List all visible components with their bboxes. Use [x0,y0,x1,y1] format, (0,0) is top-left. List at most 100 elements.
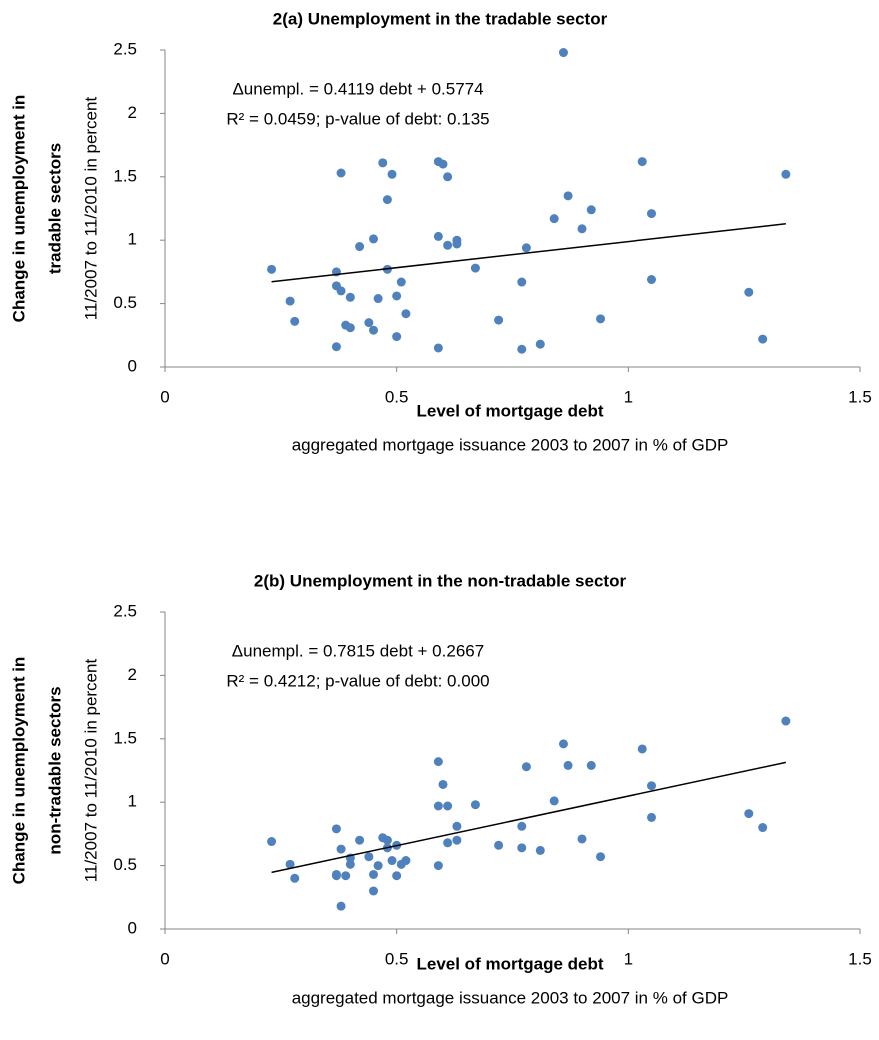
point [470,263,480,273]
y-tick-label: 2.5 [113,39,137,58]
y-axis-title: non-tradable sectors [45,686,64,854]
y-tick-label: 1.5 [113,166,137,185]
x-axis-title: Level of mortgage debt [416,401,603,420]
chart-title: 2(b) Unemployment in the non-tradable se… [254,571,627,590]
x-tick-label: 1 [624,387,633,406]
point [647,781,656,791]
annotation: Δunempl. = 0.4119 debt + 0.5774 [232,79,483,98]
annotation: R² = 0.4212; p-value of debt: 0.000 [226,671,489,690]
chart-title: 2(a) Unemployment in the tradable sector [273,9,608,28]
point [452,835,462,845]
point [267,264,277,274]
point [452,821,462,831]
trendline [271,761,787,874]
point [433,343,443,353]
point [345,859,355,869]
annotation: Δunempl. = 0.7815 debt + 0.2667 [232,641,484,660]
point [494,315,504,325]
point [781,169,791,179]
point [517,277,527,287]
point [521,243,531,253]
point [433,757,443,767]
y-axis-subtitle: 11/2007 to 11/2010 in percent [81,659,100,883]
point [517,344,527,354]
x-tick-label: 1.5 [848,949,872,968]
point [558,48,568,58]
point [758,334,768,344]
point [369,869,378,879]
point [364,852,374,862]
point [401,856,411,866]
point [577,834,587,844]
point [382,195,392,205]
point [285,859,295,869]
point [392,332,402,342]
point [744,809,754,819]
point [438,159,448,169]
point [535,845,545,855]
point [443,172,453,182]
point [336,286,346,296]
y-axis-subtitle: 11/2007 to 11/2010 in percent [81,97,100,321]
point [433,861,443,871]
point [369,325,378,335]
point [744,287,754,297]
point [396,277,406,287]
y-tick-label: 0.5 [113,293,137,312]
point [443,801,453,811]
point [521,762,531,772]
y-tick-label: 0 [128,918,137,937]
y-tick-label: 0 [128,356,137,375]
point [637,744,647,754]
x-tick-label: 0 [160,949,169,968]
point [586,760,596,770]
point [331,824,341,834]
point [401,309,411,319]
point [494,840,504,850]
point [586,205,596,215]
point [285,296,295,306]
x-tick-label: 1 [624,949,633,968]
point [517,821,527,831]
y-axis-title: Change in unemployment in [9,657,28,885]
point [355,242,365,252]
y-tick-label: 0.5 [113,855,137,874]
point [382,835,392,845]
point [443,240,453,250]
x-tick-label: 0.5 [385,387,409,406]
point [387,169,397,179]
point [331,342,341,352]
point [647,275,656,285]
point [443,838,453,848]
point [369,886,378,896]
trendline [271,223,786,283]
point [373,861,383,871]
point [290,873,300,883]
point [392,871,402,881]
point [387,856,397,866]
x-axis-subtitle: aggregated mortgage issuance 2003 to 200… [292,988,729,1007]
point [596,314,606,324]
point [647,812,656,822]
point [563,191,573,201]
point [345,292,355,302]
point [577,224,587,234]
point [345,323,355,333]
point [331,871,341,881]
point [433,231,443,241]
y-axis-title: Change in unemployment in [9,95,28,323]
point [563,760,573,770]
y-tick-label: 1 [128,230,137,249]
point [290,316,300,326]
point [336,844,346,854]
y-tick-label: 2 [128,103,137,122]
point [267,837,277,847]
y-tick-label: 1 [128,792,137,811]
point [596,852,606,862]
point [549,214,559,224]
y-tick-label: 2.5 [113,601,137,620]
point [637,157,647,167]
point [517,843,527,853]
point [647,209,656,219]
